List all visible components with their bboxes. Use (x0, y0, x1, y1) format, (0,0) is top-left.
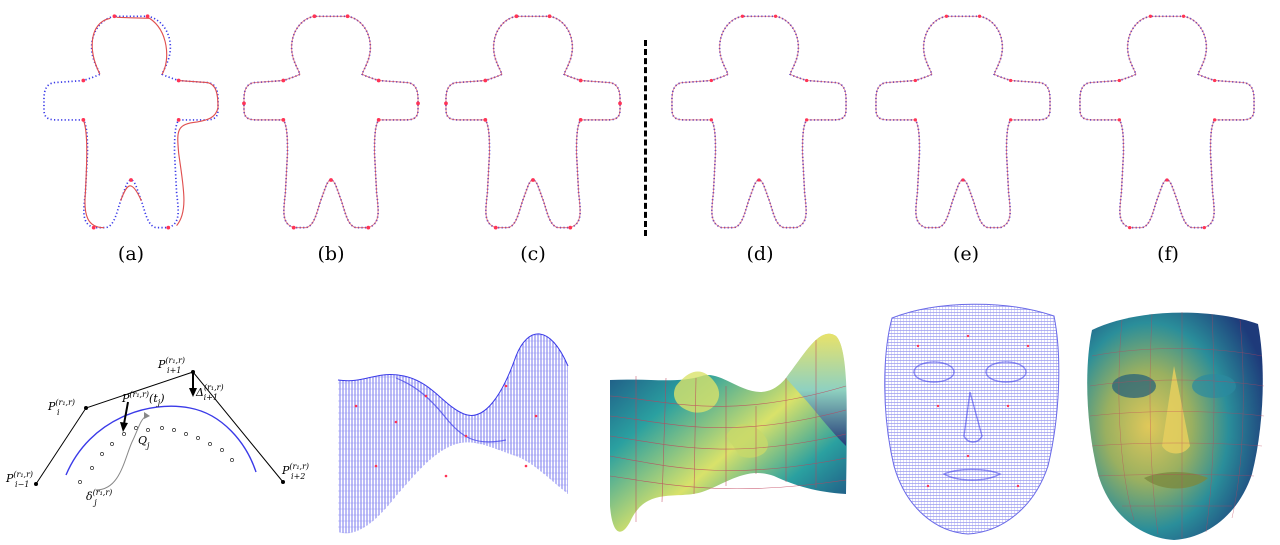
control-points (1117, 14, 1217, 230)
label-Delta: Δ(r₁,r) i+1 (195, 383, 224, 402)
label-P-i-plus-1: P(r₁,r) i+1 (157, 356, 185, 375)
caption-c: (c) (520, 243, 546, 265)
shaded-surface (606, 326, 850, 540)
fit-curve (671, 15, 847, 229)
fit-curve-segment (120, 185, 142, 201)
point-samples (1079, 15, 1255, 229)
label-P-i: P(r₁,r) i (47, 398, 75, 417)
control-points (242, 14, 420, 230)
label-curve-point: P(r₁,r)(tj) (121, 390, 165, 407)
shaded-face (1082, 306, 1268, 542)
dashed-divider (644, 40, 647, 236)
gingerbread-panel-a (38, 8, 224, 238)
surface-grid (609, 340, 847, 522)
label-P-i-plus-2: P(r₁,r) i+2 (281, 462, 309, 481)
gingerbread-panel-c (440, 8, 626, 238)
control-points (444, 14, 622, 230)
spline-curve (65, 405, 257, 476)
point-samples (445, 15, 621, 229)
fit-curve-segment (116, 16, 168, 75)
control-points (81, 14, 181, 230)
fit-curve (1079, 15, 1255, 229)
point-samples (43, 15, 219, 229)
control-points (913, 14, 1013, 182)
fit-curve-segment (82, 119, 105, 229)
surface-point-cloud (336, 326, 576, 540)
label-Q: Qj (138, 434, 150, 450)
label-delta-small: δ(r₁,r) j (86, 488, 112, 507)
caption-d: (d) (746, 243, 774, 265)
caption-a: (a) (117, 243, 145, 265)
bspline-diagram: P(r₁,r) i−1 P(r₁,r) i P(r₁,r) i+1 P(r₁,r) i+… (0, 350, 320, 520)
fit-curve-segment (91, 17, 111, 75)
point-samples (875, 15, 1051, 229)
point-grid (338, 333, 568, 534)
gingerbread-panel-f (1074, 8, 1260, 238)
gingerbread-panel-d (666, 8, 852, 238)
fit-curve (445, 15, 621, 229)
point-samples (243, 15, 419, 229)
fit-curve (243, 15, 419, 229)
caption-b: (b) (317, 243, 345, 265)
fit-curve-segment (176, 79, 219, 226)
control-polygon (35, 371, 284, 485)
control-polygon-vertices (34, 370, 285, 486)
face-point-cloud (878, 296, 1064, 536)
data-points (78, 426, 234, 484)
caption-e: (e) (952, 243, 980, 265)
fit-curve (875, 15, 1051, 229)
point-samples (671, 15, 847, 229)
gingerbread-panel-b (238, 8, 424, 238)
gingerbread-panel-e (870, 8, 1056, 238)
label-P-i-minus-1: P(r₁,r) i−1 (5, 470, 33, 489)
caption-f: (f) (1157, 243, 1179, 265)
face-grid (884, 303, 1060, 535)
control-points (709, 14, 809, 182)
control-points (354, 384, 538, 478)
control-points (916, 334, 1030, 488)
